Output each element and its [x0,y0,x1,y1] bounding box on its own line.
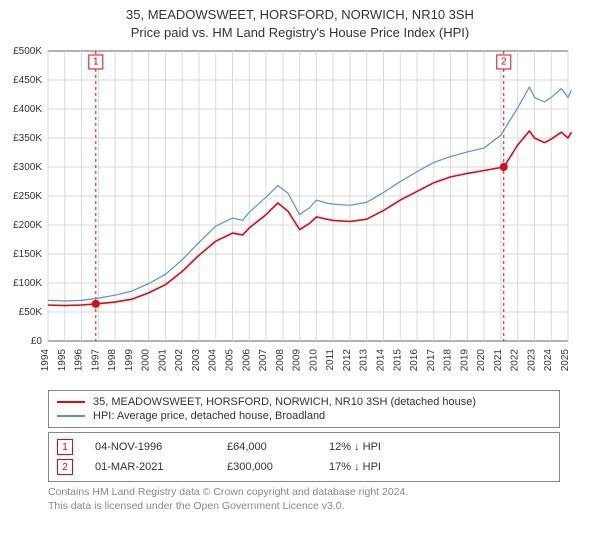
chart-area: £0 £50K £100K £150K £200K £250K £300K £350K £400… [0,41,600,386]
svg-text:2004: 2004 [208,349,219,372]
svg-text:2023: 2023 [526,349,537,372]
svg-text:2019: 2019 [459,349,470,372]
svg-text:1996: 1996 [74,349,85,372]
svg-text:2005: 2005 [225,349,236,372]
sale-diff: 12% ↓ HPI [329,441,429,453]
svg-text:£250K: £250K [13,191,42,202]
legend-label: HPI: Average price, detached house, Broa… [93,410,325,422]
svg-text:1997: 1997 [90,349,101,372]
svg-text:2000: 2000 [141,349,152,372]
title-line-1: 35, MEADOWSWEET, HORSFORD, NORWICH, NR10… [0,6,600,24]
sale-date: 01-MAR-2021 [95,461,205,473]
sale-price: £64,000 [227,441,307,453]
svg-text:2016: 2016 [409,349,420,372]
svg-text:1995: 1995 [57,349,68,372]
svg-text:1999: 1999 [124,349,135,372]
footer-line-1: Contains HM Land Registry data © Crown c… [48,486,560,500]
legend-label: 35, MEADOWSWEET, HORSFORD, NORWICH, NR10… [93,396,476,408]
sale-marker-box: 2 [57,459,73,475]
legend-row: HPI: Average price, detached house, Broa… [57,409,551,423]
svg-text:2008: 2008 [275,349,286,372]
svg-text:2025: 2025 [560,349,571,372]
svg-text:2017: 2017 [426,349,437,372]
svg-text:2010: 2010 [308,349,319,372]
svg-text:2001: 2001 [157,349,168,372]
sale-row: 1 04-NOV-1996 £64,000 12% ↓ HPI [57,437,551,457]
svg-text:2020: 2020 [476,349,487,372]
svg-text:1998: 1998 [107,349,118,372]
svg-text:£300K: £300K [13,162,42,173]
svg-text:2018: 2018 [443,349,454,372]
svg-text:£200K: £200K [13,220,42,231]
svg-text:2011: 2011 [325,349,336,371]
svg-text:£400K: £400K [13,104,42,115]
sale-row: 2 01-MAR-2021 £300,000 17% ↓ HPI [57,457,551,477]
svg-text:£350K: £350K [13,133,42,144]
svg-text:2012: 2012 [342,349,353,372]
svg-text:2014: 2014 [375,349,386,372]
svg-text:2002: 2002 [174,349,185,372]
legend-swatch [57,415,85,417]
svg-text:2006: 2006 [241,349,252,372]
svg-text:£500K: £500K [13,46,42,57]
footer-line-2: This data is licensed under the Open Gov… [48,500,560,514]
svg-text:£450K: £450K [13,75,42,86]
chart-title: 35, MEADOWSWEET, HORSFORD, NORWICH, NR10… [0,0,600,41]
svg-text:£150K: £150K [13,249,42,260]
title-line-2: Price paid vs. HM Land Registry's House … [0,24,600,42]
line-chart-svg: £0 £50K £100K £150K £200K £250K £300K £350K £400… [0,41,600,386]
sale-date: 04-NOV-1996 [95,441,205,453]
svg-text:2007: 2007 [258,349,269,372]
svg-text:2024: 2024 [543,349,554,372]
svg-text:2013: 2013 [359,349,370,372]
sale-marker-box: 1 [57,439,73,455]
svg-text:1994: 1994 [40,349,51,372]
sales-box: 1 04-NOV-1996 £64,000 12% ↓ HPI 2 01-MAR-2021… [48,432,560,482]
svg-text:2009: 2009 [292,349,303,372]
svg-text:£100K: £100K [13,278,42,289]
svg-text:2015: 2015 [392,349,403,372]
svg-text:2: 2 [501,57,507,68]
svg-text:2003: 2003 [191,349,202,372]
legend-box: 35, MEADOWSWEET, HORSFORD, NORWICH, NR10… [48,390,560,428]
legend-swatch [57,401,85,403]
svg-text:1: 1 [93,57,99,68]
legend-row: 35, MEADOWSWEET, HORSFORD, NORWICH, NR10… [57,395,551,409]
footer-attribution: Contains HM Land Registry data © Crown c… [48,486,560,513]
svg-text:2021: 2021 [493,349,504,372]
svg-text:£0: £0 [31,336,43,347]
sale-diff: 17% ↓ HPI [329,461,429,473]
svg-text:£50K: £50K [19,307,43,318]
svg-text:2022: 2022 [510,349,521,372]
sale-price: £300,000 [227,461,307,473]
